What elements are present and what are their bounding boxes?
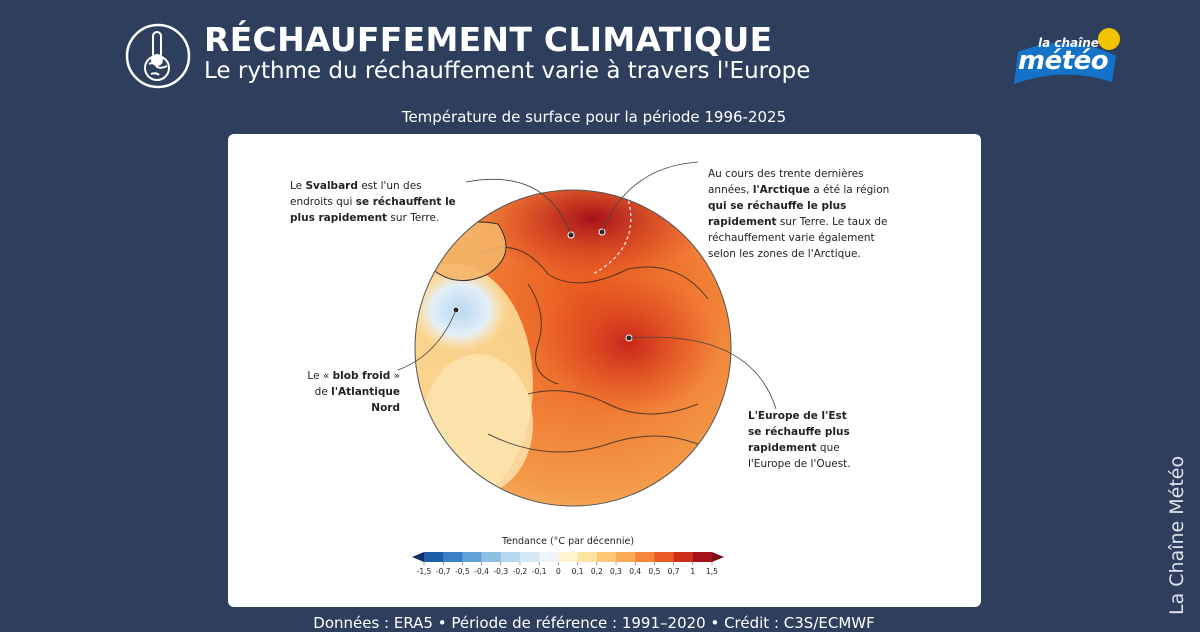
colorbar-segment: [443, 552, 463, 562]
colorbar-label: -0,7: [436, 567, 451, 576]
colorbar-label: 1,5: [706, 567, 718, 576]
colorbar-label: 0,4: [629, 567, 641, 576]
colorbar-segment: [462, 552, 482, 562]
logo-shape: [1014, 28, 1120, 84]
annotation-text: » de: [314, 370, 400, 398]
annotation: Le « blob froid » de l'Atlantique Nord: [300, 368, 400, 416]
colorbar-label: -0,4: [474, 567, 489, 576]
annotation-text: blob froid: [332, 370, 391, 382]
colorbar-label: 1: [690, 567, 695, 576]
map-card: Tendance (°C par décennie) -1,5 -0,7 -0,5 -0…: [228, 134, 981, 607]
colorbar-segment: [654, 552, 674, 562]
annotation: L'Europe de l'Est se réchauffe plus rapi…: [748, 408, 860, 472]
annotation-text: Le «: [307, 370, 333, 382]
subtitle: Le rythme du réchauffement varie à trave…: [204, 58, 811, 84]
colorbar-segment: [635, 552, 655, 562]
colorbar-segment: [692, 552, 713, 562]
colorbar-segment: [424, 552, 444, 562]
legend-title: Tendance (°C par décennie): [501, 536, 634, 547]
colorbar-label: 0,2: [591, 567, 603, 576]
colorbar-segment: [673, 552, 694, 562]
footer: Données : ERA5 • Période de référence : …: [313, 614, 875, 632]
annotation-text: Svalbard: [305, 180, 358, 192]
colorbar-label: -0,2: [513, 567, 528, 576]
colorbar-segment: [539, 552, 559, 562]
annotation-text: est l'un des endroits qui: [290, 180, 422, 208]
colorbar-label: -0,1: [532, 567, 547, 576]
colorbar-label: -1,5: [417, 567, 432, 576]
annotation-text: L'Europe de l'Est se réchauffe plus rapi…: [748, 410, 850, 454]
annotation-text: Le: [290, 180, 306, 192]
annotation-text: que l'Europe de l'Ouest.: [748, 442, 851, 470]
watermark: La Chaîne Météo: [1166, 455, 1188, 615]
annotation-text: a été la région: [809, 184, 890, 196]
colorbar-end: [412, 552, 424, 562]
annotation-text: qui se réchauffe le plus rapidement: [708, 200, 847, 228]
colorbar-end: [712, 552, 724, 562]
annotation-text: se réchauffent le plus rapidement: [290, 196, 456, 224]
colorbar-label: 0,7: [668, 567, 680, 576]
logo-text: météo: [1018, 46, 1109, 76]
colorbar-label: -0,5: [455, 567, 470, 576]
annotation: Le Svalbard est l'un des endroits qui se…: [290, 178, 458, 226]
colorbar-label: 0,5: [648, 567, 660, 576]
colorbar-segment: [500, 552, 521, 562]
logo-text: la chaîne: [1038, 36, 1099, 50]
annotation-text: sur Terre. Le taux de réchauffement vari…: [708, 216, 888, 260]
annotation-text: Au cours des trente dernières années,: [708, 168, 864, 196]
annotation: Au cours des trente dernières années, l'…: [708, 166, 904, 262]
colorbar-segment: [596, 552, 617, 562]
title: RÉCHAUFFEMENT CLIMATIQUE: [204, 20, 773, 59]
map-title: Température de surface pour la période 1…: [401, 108, 787, 126]
colorbar-segment: [616, 552, 636, 562]
map: Tendance (°C par décennie) -1,5 -0,7 -0,5 -0…: [397, 161, 777, 576]
colorbar-segment: [520, 552, 540, 562]
colorbar-label: 0: [556, 567, 561, 576]
annotation-text: l'Atlantique Nord: [331, 386, 400, 414]
colorbar-label: 0,1: [572, 567, 584, 576]
colorbar-segment: [481, 552, 502, 562]
annotation-text: sur Terre.: [387, 212, 440, 224]
colorbar-label: 0,3: [610, 567, 622, 576]
colorbar-label: -0,3: [493, 567, 508, 576]
colorbar-segment: [577, 552, 598, 562]
colorbar-segment: [558, 552, 578, 562]
annotation-text: l'Arctique: [752, 184, 810, 196]
header-icon: [125, 23, 191, 89]
